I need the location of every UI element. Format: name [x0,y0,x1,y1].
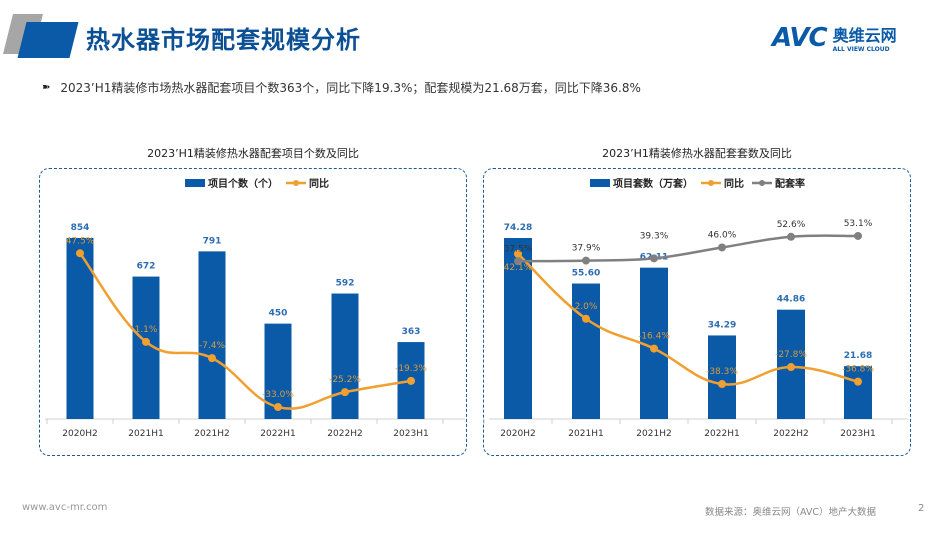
line-point [582,314,590,323]
line-data-label: -16.4% [638,332,670,342]
bar-data-label: 854 [71,223,90,233]
legend-line-marker [293,180,299,186]
bar-data-label: 672 [137,262,156,272]
line-data-label: 42.1% [504,263,533,273]
line-point [718,380,726,389]
legend-label: 同比 [309,177,329,190]
line-data-label: 37.5% [504,244,533,254]
x-tick-label: 2022H2 [327,429,362,439]
bar-data-label: 55.60 [572,269,600,279]
line-point [407,376,415,385]
line-data-label: 1.1% [135,325,158,335]
line-point [854,231,862,240]
line-series-rate [517,234,859,263]
line-point [787,363,795,372]
line-data-label: -33.0% [262,390,294,400]
line-data-label: 37.9% [572,244,601,254]
bar [572,283,600,419]
x-tick-label: 2021H2 [636,429,671,439]
bar-data-label: 363 [402,327,421,337]
line-point [341,388,349,397]
line-data-label: -27.8% [775,350,807,360]
legend-line-marker [708,180,714,186]
x-tick-label: 2022H1 [260,429,295,439]
page-title: 热水器市场配套规模分析 [86,26,361,54]
logo-avc: AVC [772,22,828,53]
chart1-title: 2023’H1精装修热水器配套项目个数及同比 [147,147,359,160]
logo-en: ALL VIEW CLOUD [832,46,890,53]
bar-data-label: 44.86 [777,295,805,305]
line-data-label: 47.5% [66,236,95,246]
data-source: 数据来源：奥维云网（AVC）地产大数据 [705,507,877,518]
line-data-label: 2.0% [575,302,598,312]
logo-cn: 奥维云网 [832,26,897,45]
bar [198,251,226,419]
legend-label: 项目个数（个） [208,177,278,190]
bar-data-label: 791 [203,236,222,246]
line-point [787,232,795,241]
legend-line-marker [759,180,765,186]
bar-data-label: 74.28 [504,223,532,233]
summary-bullet: ➽ 2023’H1精装修市场热水器配套项目个数363个，同比下降19.3%；配套规… [42,79,641,96]
bar [331,293,359,419]
line-data-label: -25.2% [329,375,361,385]
line-point [76,249,84,258]
bar [708,335,736,419]
line-point [854,377,862,386]
line-series-yoy [78,252,412,410]
x-tick-label: 2023H1 [840,429,875,439]
legend-bar-swatch [590,179,610,187]
line-data-label: -19.3% [395,364,427,374]
x-tick-label: 2020H2 [500,429,535,439]
line-data-label: 52.6% [777,220,806,230]
x-tick-label: 2021H1 [568,429,603,439]
line-point [650,254,658,263]
line-data-label: -38.3% [706,367,738,377]
bar [504,238,532,419]
line-data-label: -36.8% [842,365,874,375]
x-tick-label: 2020H2 [62,429,97,439]
x-tick-label: 2022H2 [773,429,808,439]
line-point [582,256,590,265]
line-data-label: -7.4% [199,341,226,351]
line-point [274,403,282,412]
line-data-label: 53.1% [844,219,873,229]
chart2-panel [483,168,911,456]
line-point [514,249,522,258]
page-number: 2 [918,503,925,514]
x-tick-label: 2023H1 [393,429,428,439]
line-point [208,354,216,363]
line-point [142,337,150,346]
line-data-label: 46.0% [708,230,737,240]
summary-text: 2023’H1精装修市场热水器配套项目个数363个，同比下降19.3%；配套规模… [60,81,641,95]
avc-logo: AVC 奥维云网 ALL VIEW CLOUD [772,22,897,54]
website: www.avc-mr.com [22,502,108,513]
legend-label: 同比 [724,177,744,190]
bar [844,366,872,419]
legend-bar-swatch [185,179,205,187]
line-series-yoy [517,252,859,386]
x-tick-label: 2022H1 [704,429,739,439]
x-tick-label: 2021H1 [128,429,163,439]
line-point [514,257,522,266]
double-arrow-icon: ➽ [42,82,51,93]
line-point [650,344,658,353]
bar-data-label: 450 [269,309,288,319]
bar-data-label: 21.68 [844,351,872,361]
legend-label: 配套率 [775,177,805,190]
line-point [718,243,726,252]
chart2-title: 2023’H1精装修热水器配套套数及同比 [602,147,792,160]
bar-data-label: 592 [336,279,355,289]
x-tick-label: 2021H2 [194,429,229,439]
line-data-label: 39.3% [640,231,669,241]
bar-data-label: 34.29 [708,320,736,330]
legend-label: 项目套数（万套） [613,177,693,190]
chart1-panel [39,168,467,456]
